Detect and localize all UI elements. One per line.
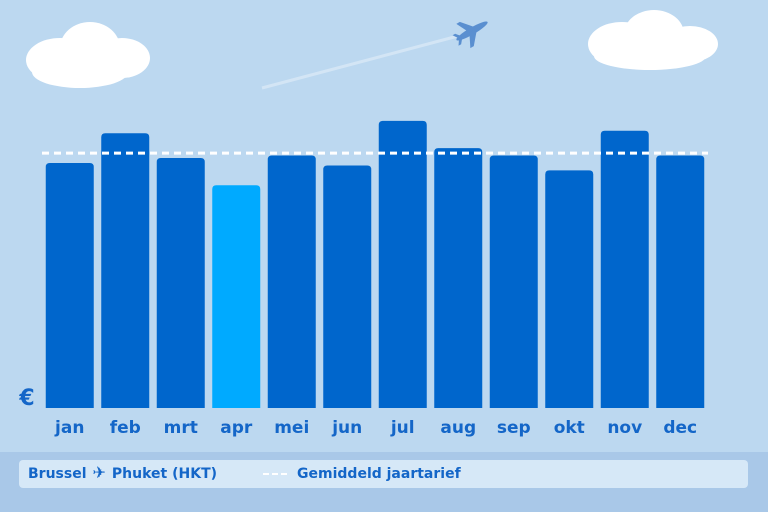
bar-feb <box>101 133 150 408</box>
legend-bar: Brussel ✈ Phuket (HKT) Gemiddeld jaartar… <box>19 460 748 488</box>
bar-okt <box>545 170 594 408</box>
average-legend-label: Gemiddeld jaartarief <box>297 466 461 482</box>
bar-jan <box>45 162 94 408</box>
x-tick-label-nov: nov <box>607 418 642 438</box>
bar-nov <box>600 130 649 409</box>
airplane-icon: ✈ <box>92 463 106 482</box>
route-legend: Brussel ✈ Phuket (HKT) <box>28 463 218 483</box>
contrail <box>261 34 459 90</box>
cloud-icon <box>26 22 150 88</box>
x-tick-label-jan: jan <box>54 418 84 438</box>
x-tick-label-jun: jun <box>331 418 362 438</box>
bar-jun <box>323 165 372 408</box>
bar-dec <box>656 155 705 408</box>
bar-mrt <box>156 158 205 408</box>
x-tick-label-mrt: mrt <box>164 418 198 438</box>
bar-aug <box>434 148 483 408</box>
x-tick-label-mei: mei <box>274 418 309 438</box>
bar-apr <box>212 185 261 408</box>
cloud-icon <box>588 10 718 70</box>
origin-label: Brussel <box>28 466 87 482</box>
x-tick-label-dec: dec <box>663 418 697 438</box>
bar-sep <box>489 155 538 408</box>
x-tick-label-feb: feb <box>110 418 141 438</box>
dashed-line-icon <box>263 473 288 475</box>
bar-mei <box>267 155 316 408</box>
airplane-icon <box>452 21 488 49</box>
x-tick-label-sep: sep <box>497 418 531 438</box>
x-tick-label-jul: jul <box>390 418 415 438</box>
x-tick-label-okt: okt <box>554 418 585 438</box>
y-axis-label: € <box>18 386 34 411</box>
x-tick-label-apr: apr <box>220 418 253 438</box>
bar-jul <box>378 120 427 409</box>
x-tick-label-aug: aug <box>440 418 476 438</box>
destination-label: Phuket (HKT) <box>111 466 218 482</box>
average-legend: Gemiddeld jaartarief <box>263 466 461 482</box>
